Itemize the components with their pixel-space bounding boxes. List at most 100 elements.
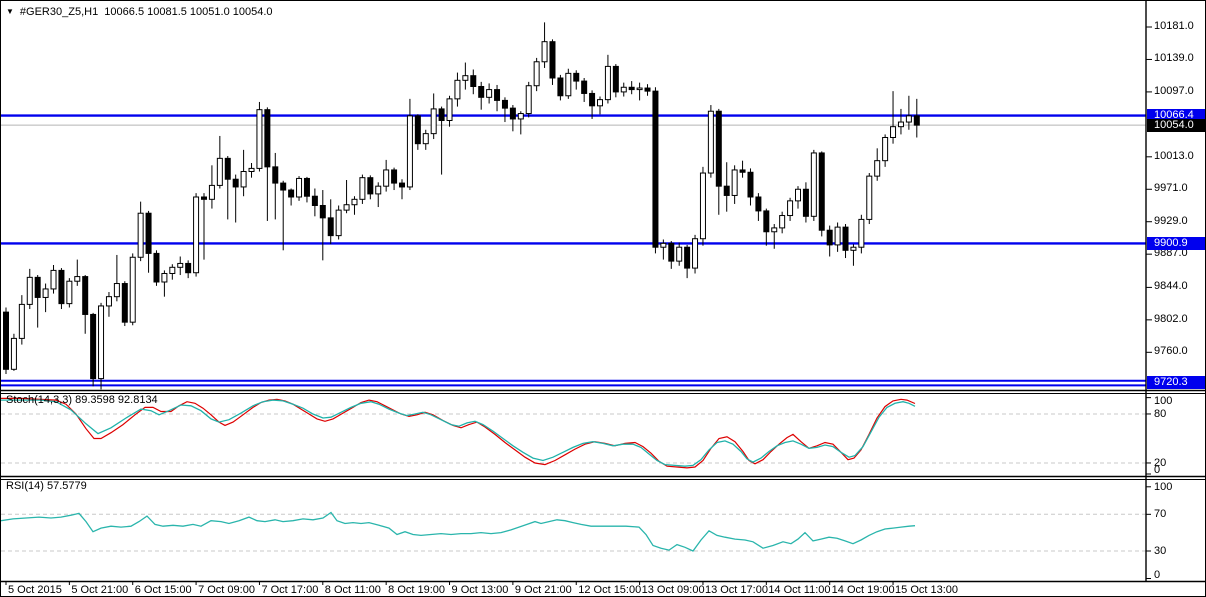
rsi-line: [1, 511, 916, 552]
time-axis-label: 5 Oct 21:00: [71, 584, 129, 596]
candle-up: [137, 212, 144, 258]
candle-down: [311, 195, 318, 206]
stoch-main-line: [1, 399, 916, 467]
candle-down: [739, 169, 746, 173]
candle-up: [193, 196, 200, 274]
candle-up: [169, 266, 176, 274]
time-axis-label: 8 Oct 11:00: [324, 584, 381, 596]
candle-up: [216, 157, 223, 186]
candle-down: [3, 311, 9, 370]
candle-up: [676, 246, 683, 262]
hline-price-badge: 9720.3: [1147, 376, 1205, 390]
candle-down: [501, 99, 508, 109]
candle-down: [90, 313, 97, 380]
candle-down: [549, 41, 556, 79]
candle-down: [272, 166, 279, 184]
time-axis-label: 13 Oct 09:00: [641, 584, 705, 596]
candle-down: [82, 276, 89, 315]
chart-title: #GER30_Z5,H1 10066.5 10081.5 10051.0 100…: [19, 6, 273, 18]
candle-up: [359, 177, 366, 200]
current-price-badge: 10054.0: [1147, 118, 1205, 132]
candle-up: [113, 283, 120, 298]
candle-up: [779, 215, 786, 229]
candle-up: [26, 276, 33, 305]
candle-up: [66, 280, 73, 305]
candle-up: [161, 272, 168, 283]
price-tick-label: 9802.0: [1154, 312, 1188, 325]
candle-down: [509, 107, 516, 120]
candle-down: [201, 196, 207, 200]
stoch-signal-line: [1, 397, 916, 469]
candle-down: [414, 115, 421, 145]
candle-down: [668, 242, 675, 262]
candle-up: [850, 246, 857, 251]
time-axis-label: 5 Oct 2015: [8, 584, 62, 596]
candle-up: [810, 152, 817, 217]
time-axis-label: 12 Oct 15:00: [578, 584, 642, 596]
candle-up: [604, 65, 611, 101]
candle-down: [747, 171, 754, 198]
candle-up: [882, 136, 889, 162]
candles-layer: [3, 22, 920, 390]
stoch-axis-label: 100: [1154, 395, 1173, 407]
candle-down: [264, 109, 271, 168]
candle-down: [478, 85, 485, 98]
time-axis-label: 9 Oct 21:00: [514, 584, 572, 596]
candle-up: [787, 200, 794, 217]
candle-up: [406, 115, 413, 188]
candle-up: [208, 184, 215, 200]
candle-up: [248, 167, 255, 172]
candle-down: [644, 87, 651, 92]
candle-down: [303, 177, 310, 197]
candle-up: [98, 305, 105, 380]
candle-up: [692, 238, 699, 269]
rsi-axis-label: 100: [1154, 480, 1173, 493]
candle-up: [129, 256, 136, 323]
stoch-axis-label: 20: [1154, 456, 1167, 469]
candle-up: [446, 98, 453, 121]
candle-down: [438, 108, 445, 121]
candle-up: [597, 99, 603, 107]
time-axis-label: 14 Oct 11:00: [768, 584, 831, 596]
candle-up: [256, 109, 263, 169]
candle-up: [834, 226, 841, 246]
time-axis-label: 14 Oct 19:00: [831, 584, 895, 596]
candle-up: [10, 337, 17, 370]
candle-up: [454, 79, 461, 100]
candle-down: [367, 177, 374, 195]
ohlc-marker-icon: ▼: [6, 7, 14, 16]
candle-up: [620, 86, 627, 93]
candle-down: [842, 226, 849, 251]
chart-title-bar: ▼ #GER30_Z5,H1 10066.5 10081.5 10051.0 10…: [6, 6, 273, 18]
time-axis-label: 13 Oct 17:00: [704, 584, 768, 596]
candle-down: [121, 283, 128, 323]
time-axis-label: 6 Oct 15:00: [134, 584, 192, 596]
rsi-label: RSI(14) 57.5779: [6, 480, 87, 492]
price-tick-label: 10013.0: [1154, 149, 1194, 162]
candle-down: [826, 229, 833, 246]
price-tick-label: 9887.0: [1154, 247, 1188, 260]
candle-up: [343, 204, 350, 211]
candle-down: [391, 169, 398, 184]
time-axis-label: 8 Oct 19:00: [388, 584, 446, 596]
candle-up: [866, 175, 873, 220]
candle-up: [42, 288, 49, 298]
candle-down: [589, 92, 596, 107]
candle-up: [517, 113, 524, 120]
candle-up: [771, 227, 778, 233]
candle-up: [296, 177, 303, 198]
candle-down: [185, 262, 192, 274]
candle-down: [628, 86, 635, 91]
hline-price-badge: 9900.9: [1147, 236, 1205, 250]
candle-up: [50, 269, 57, 290]
price-tick-label: 10181.0: [1154, 20, 1194, 32]
candle-up: [240, 170, 247, 188]
candle-up: [177, 262, 184, 268]
candle-up: [383, 169, 390, 187]
candle-down: [470, 75, 477, 87]
price-tick-label: 10139.0: [1154, 52, 1194, 65]
stoch-axis-label: 80: [1154, 407, 1167, 420]
candle-up: [462, 75, 469, 81]
